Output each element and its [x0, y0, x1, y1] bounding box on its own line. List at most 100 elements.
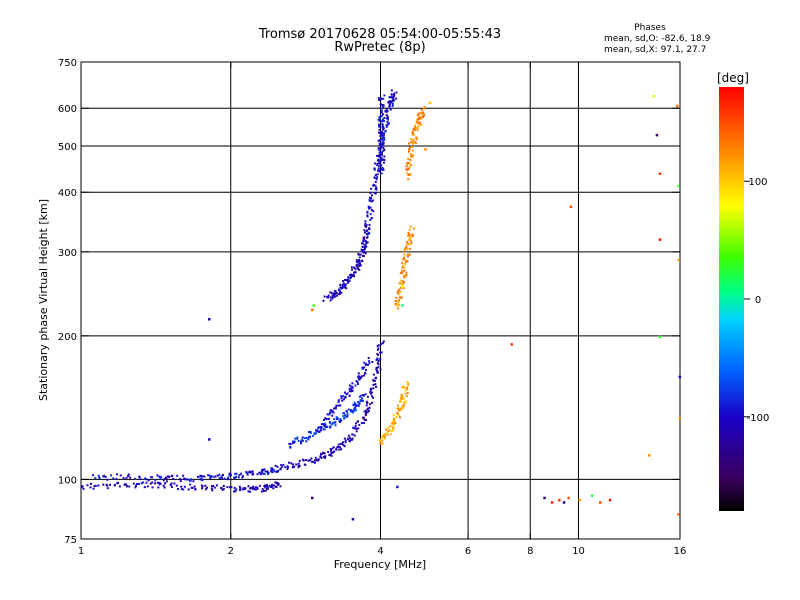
data-point	[373, 379, 376, 382]
data-point	[408, 162, 411, 164]
data-point	[337, 417, 340, 420]
data-point	[390, 89, 393, 92]
data-point	[403, 253, 406, 256]
data-point	[386, 110, 389, 113]
data-point	[177, 488, 180, 490]
data-point	[159, 477, 162, 480]
data-point	[675, 104, 679, 108]
data-point	[380, 151, 383, 154]
data-point	[377, 158, 380, 161]
data-point	[376, 348, 379, 351]
data-point	[558, 498, 561, 502]
data-point	[339, 418, 342, 421]
data-point	[252, 486, 255, 489]
data-point	[337, 443, 340, 446]
data-point	[334, 424, 337, 427]
data-point	[364, 222, 367, 225]
x-tick-label: 8	[527, 546, 533, 557]
data-point	[350, 276, 352, 279]
x-tick-label: 16	[674, 546, 687, 557]
data-point	[151, 481, 154, 484]
data-point	[371, 209, 373, 212]
data-point	[378, 119, 381, 122]
data-point	[331, 297, 334, 300]
data-point	[326, 413, 329, 416]
data-point	[379, 132, 382, 135]
data-point	[235, 472, 238, 475]
data-point	[366, 401, 369, 404]
data-point	[339, 286, 342, 289]
data-point	[407, 253, 410, 256]
data-point	[127, 473, 130, 476]
data-point	[404, 401, 407, 404]
data-point	[421, 111, 424, 114]
data-point	[242, 487, 245, 490]
data-point	[403, 248, 406, 251]
data-point	[253, 487, 256, 490]
data-point	[204, 484, 207, 487]
data-point	[254, 488, 257, 491]
data-point	[363, 361, 366, 364]
data-point	[377, 139, 380, 142]
data-point	[292, 442, 295, 445]
data-point	[109, 483, 111, 486]
data-point	[274, 481, 277, 484]
data-point	[240, 472, 243, 475]
data-point	[405, 274, 408, 276]
data-point	[373, 168, 376, 171]
data-point	[125, 483, 128, 486]
data-point	[192, 480, 195, 483]
data-point	[414, 128, 417, 131]
data-point	[324, 455, 327, 458]
data-point	[412, 138, 415, 141]
data-point	[179, 480, 182, 483]
data-point	[338, 289, 341, 292]
data-point	[254, 486, 257, 489]
data-point	[658, 172, 662, 175]
data-point	[406, 172, 409, 175]
data-point	[412, 130, 414, 132]
data-point	[388, 122, 390, 125]
data-point	[391, 104, 394, 107]
data-point	[382, 128, 385, 131]
data-point	[348, 394, 351, 397]
data-point	[377, 167, 380, 170]
data-point	[418, 116, 421, 118]
data-point	[106, 487, 109, 490]
data-point	[98, 477, 101, 480]
data-point	[380, 343, 383, 346]
data-point	[301, 439, 304, 442]
data-point	[364, 411, 367, 414]
data-point	[380, 351, 383, 354]
data-point	[286, 468, 289, 471]
data-point	[365, 245, 368, 248]
data-point	[126, 485, 128, 488]
data-point	[151, 486, 154, 489]
data-point	[375, 367, 378, 370]
data-point	[211, 485, 213, 488]
data-point	[210, 487, 213, 490]
data-point	[401, 304, 404, 307]
data-point	[380, 164, 383, 167]
data-point	[264, 489, 267, 492]
data-point	[89, 486, 92, 489]
data-point	[369, 213, 372, 216]
data-point	[416, 114, 419, 117]
data-point	[357, 262, 360, 265]
data-point	[221, 488, 224, 491]
data-point	[122, 477, 125, 480]
data-point	[357, 401, 360, 403]
data-point	[382, 104, 385, 107]
data-point	[234, 490, 237, 493]
data-point	[404, 260, 407, 263]
data-point	[337, 404, 340, 407]
data-point	[397, 414, 400, 417]
data-point	[370, 194, 373, 197]
data-point	[238, 485, 241, 488]
data-point	[400, 283, 403, 285]
data-point	[411, 153, 414, 156]
data-point	[385, 428, 388, 431]
data-point	[318, 431, 321, 433]
data-point	[308, 459, 311, 462]
data-point	[409, 153, 412, 155]
